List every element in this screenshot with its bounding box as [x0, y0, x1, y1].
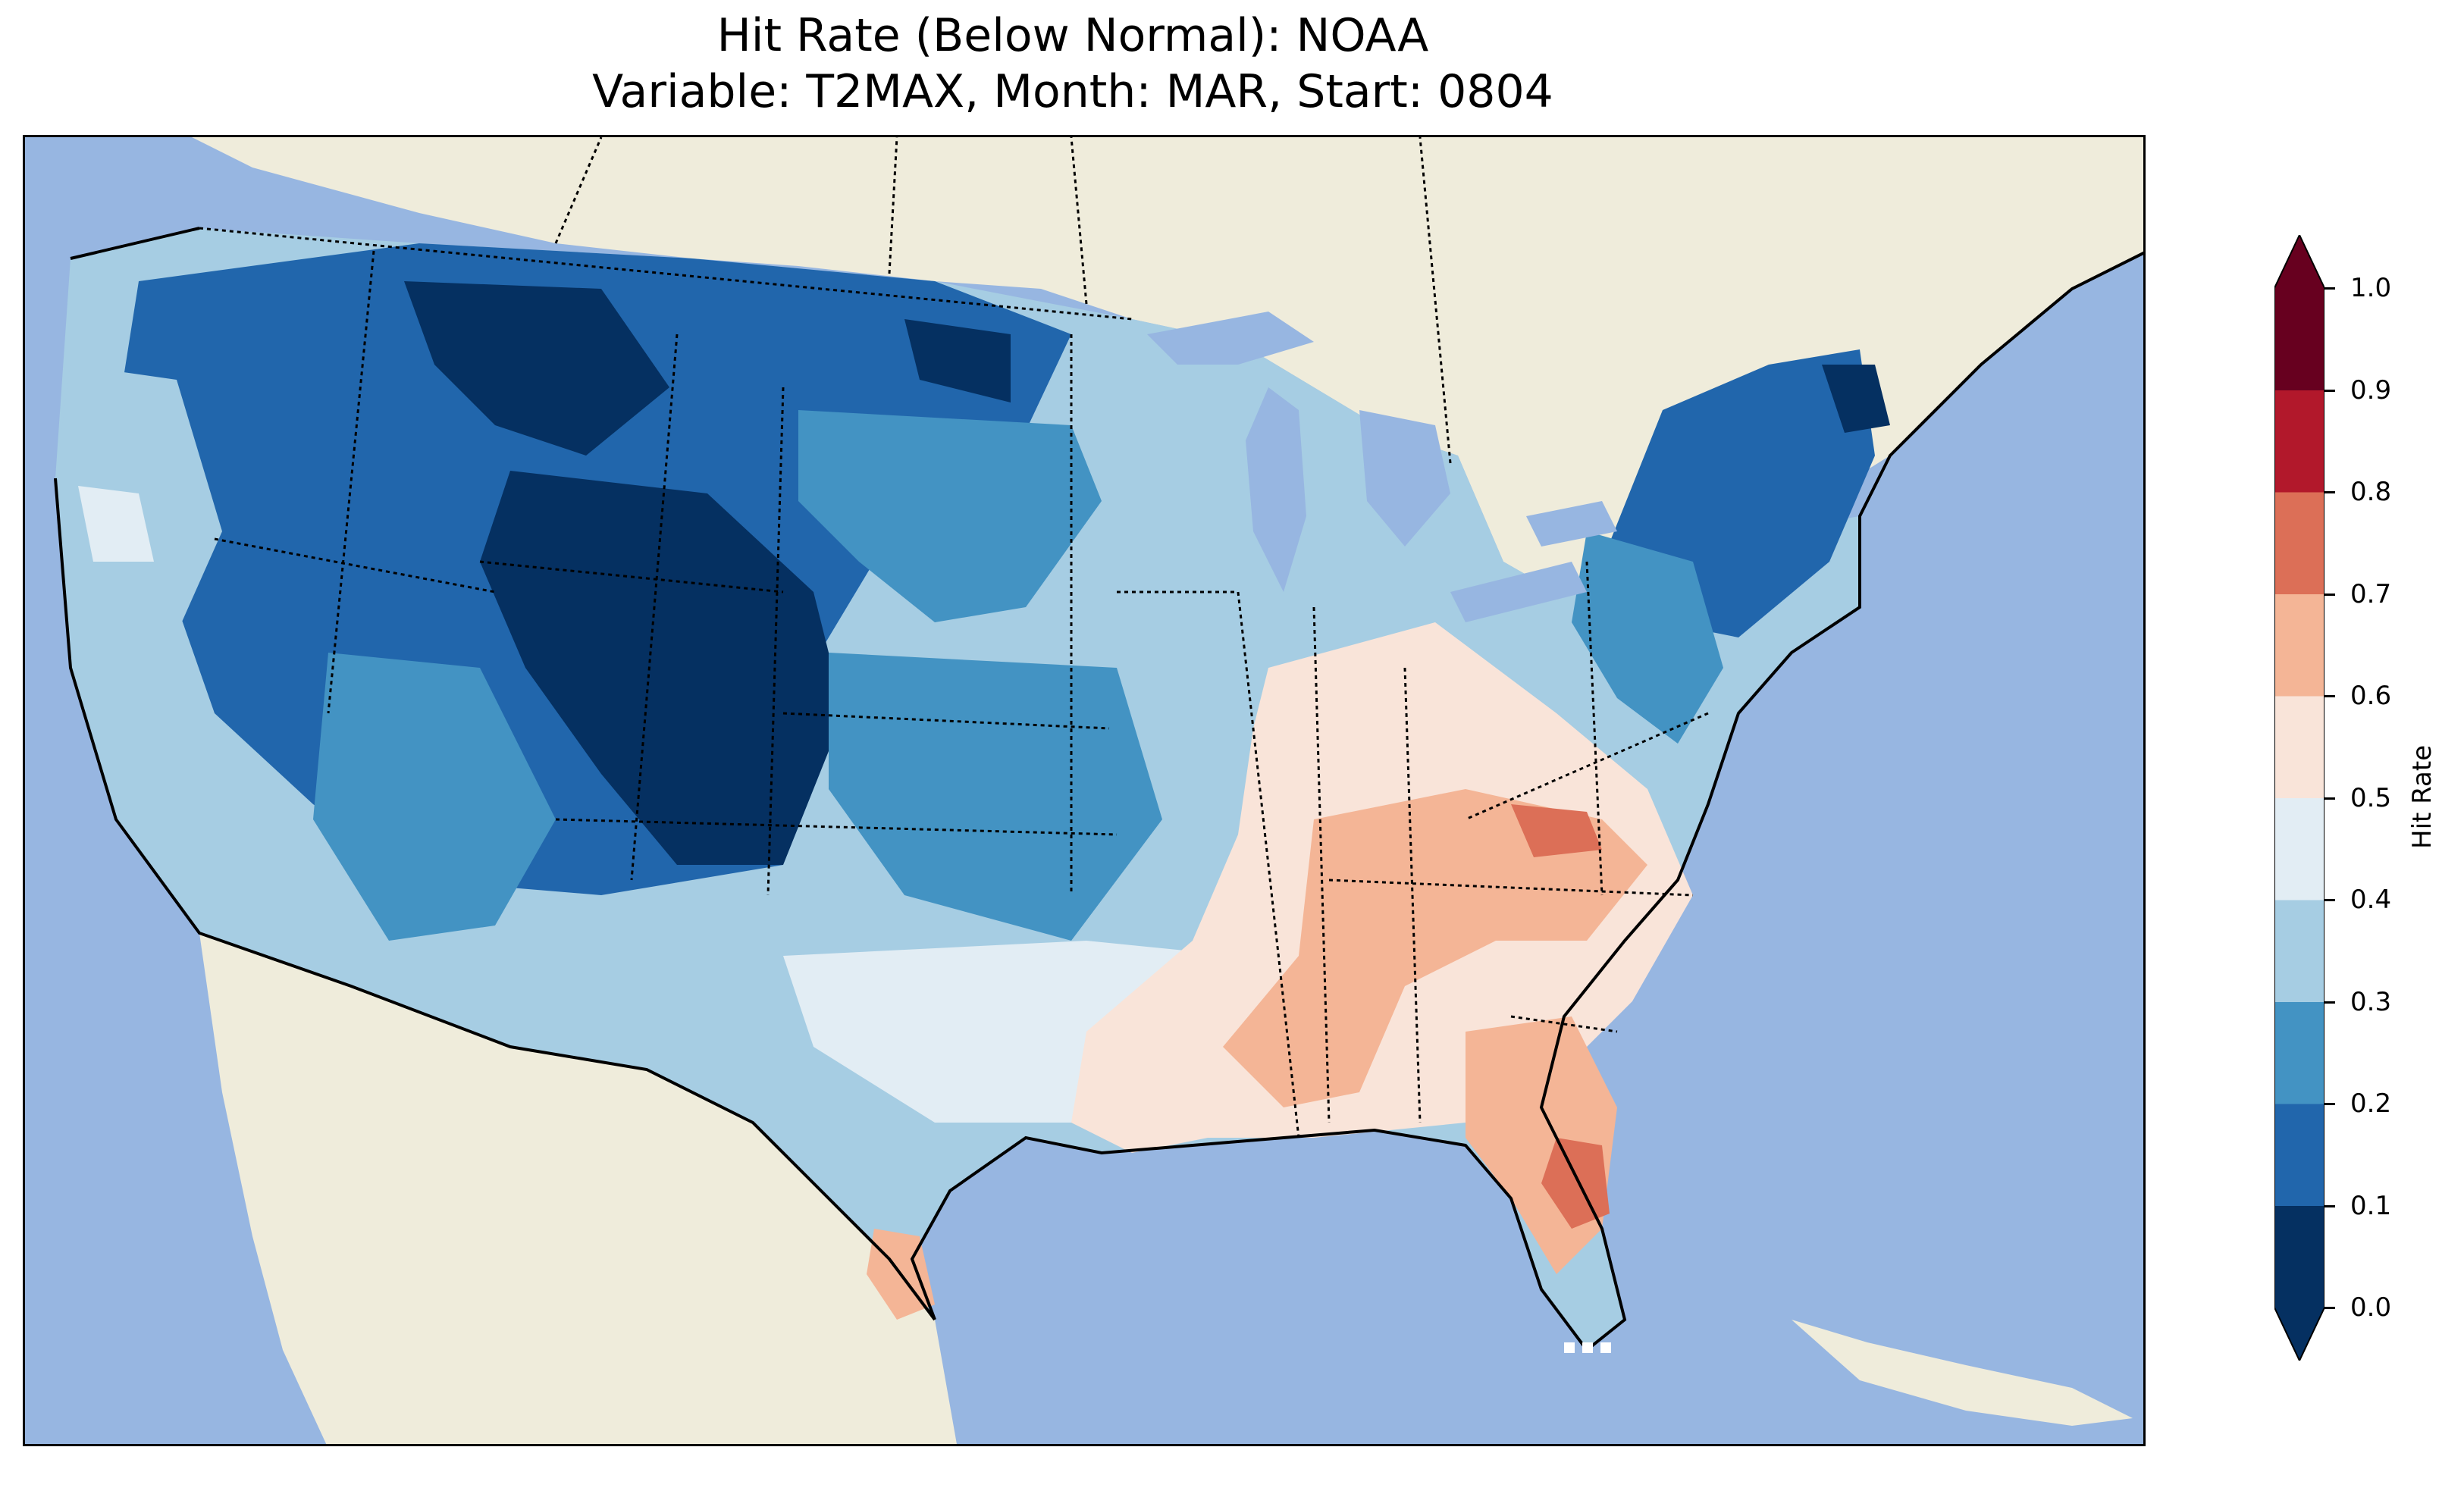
colorbar-tickmark — [2324, 1001, 2335, 1004]
colorbar-bin-0.2-0.3 — [2274, 1001, 2324, 1104]
hit-rate-field — [55, 228, 1890, 1350]
colorbar-bin-0.6-0.7 — [2274, 594, 2324, 697]
colorbar-tick-label: 1.0 — [2350, 273, 2392, 303]
colorbar-tick-label: 0.7 — [2350, 578, 2392, 609]
colorbar-tick-label: 0.5 — [2350, 782, 2392, 813]
colorbar-tick-label: 0.4 — [2350, 885, 2392, 915]
mexico-land — [199, 933, 957, 1444]
colorbar-tick-label: 0.2 — [2350, 1088, 2392, 1119]
colorbar-tickmark — [2324, 899, 2335, 901]
colorbar-tick-label: 0.1 — [2350, 1190, 2392, 1221]
colorbar-bin-0.0-0.1 — [2274, 1205, 2324, 1308]
colorbar-tickmark — [2324, 797, 2335, 800]
colorbar-tickmark — [2324, 1307, 2335, 1309]
colorbar-tickmark — [2324, 593, 2335, 596]
colorbar-tickmark — [2324, 1204, 2335, 1207]
colorbar-tickmark — [2324, 695, 2335, 697]
colorbar-tickmark — [2324, 491, 2335, 493]
missing-cell — [1600, 1342, 1611, 1353]
cuba-land — [1792, 1320, 2133, 1426]
missing-cell — [1582, 1342, 1593, 1353]
colorbar-tick-label: 0.9 — [2350, 374, 2392, 406]
colorbar-bin-0.9-1.0 — [2274, 288, 2324, 390]
colorbar — [2274, 235, 2324, 1361]
colorbar-bin-0.7-0.8 — [2274, 492, 2324, 594]
colorbar-bin-0.8-0.9 — [2274, 390, 2324, 493]
us-outline — [54, 227, 2143, 1352]
state-borders — [199, 227, 1709, 1139]
colorbar-bin-0.5-0.6 — [2274, 696, 2324, 798]
chart-title-line2: Variable: T2MAX, Month: MAR, Start: 0804 — [592, 65, 1553, 118]
map-canvas — [25, 137, 2143, 1444]
colorbar-tick-label: 0.6 — [2350, 681, 2392, 711]
colorbar-tick-label: 0.0 — [2350, 1292, 2392, 1323]
map-panel — [23, 135, 2146, 1446]
colorbar-tickmark — [2324, 287, 2335, 290]
colorbar-tick-label: 0.8 — [2350, 477, 2392, 507]
colorbar-tickmark — [2324, 1103, 2335, 1105]
colorbar-bin-0.4-0.5 — [2274, 797, 2324, 900]
colorbar-label: Hit Rate — [2407, 744, 2437, 849]
colorbar-bin-0.3-0.4 — [2274, 900, 2324, 1002]
colorbar-extend-low — [2274, 1308, 2324, 1361]
canada-border — [554, 137, 1452, 464]
colorbar-bin-0.1-0.2 — [2274, 1104, 2324, 1206]
colorbar-extend-high — [2274, 235, 2324, 288]
colorbar-tickmark — [2324, 389, 2335, 392]
colorbar-tick-label: 0.3 — [2350, 986, 2392, 1017]
missing-cell — [1564, 1342, 1575, 1353]
chart-title-line1: Hit Rate (Below Normal): NOAA — [716, 9, 1429, 62]
